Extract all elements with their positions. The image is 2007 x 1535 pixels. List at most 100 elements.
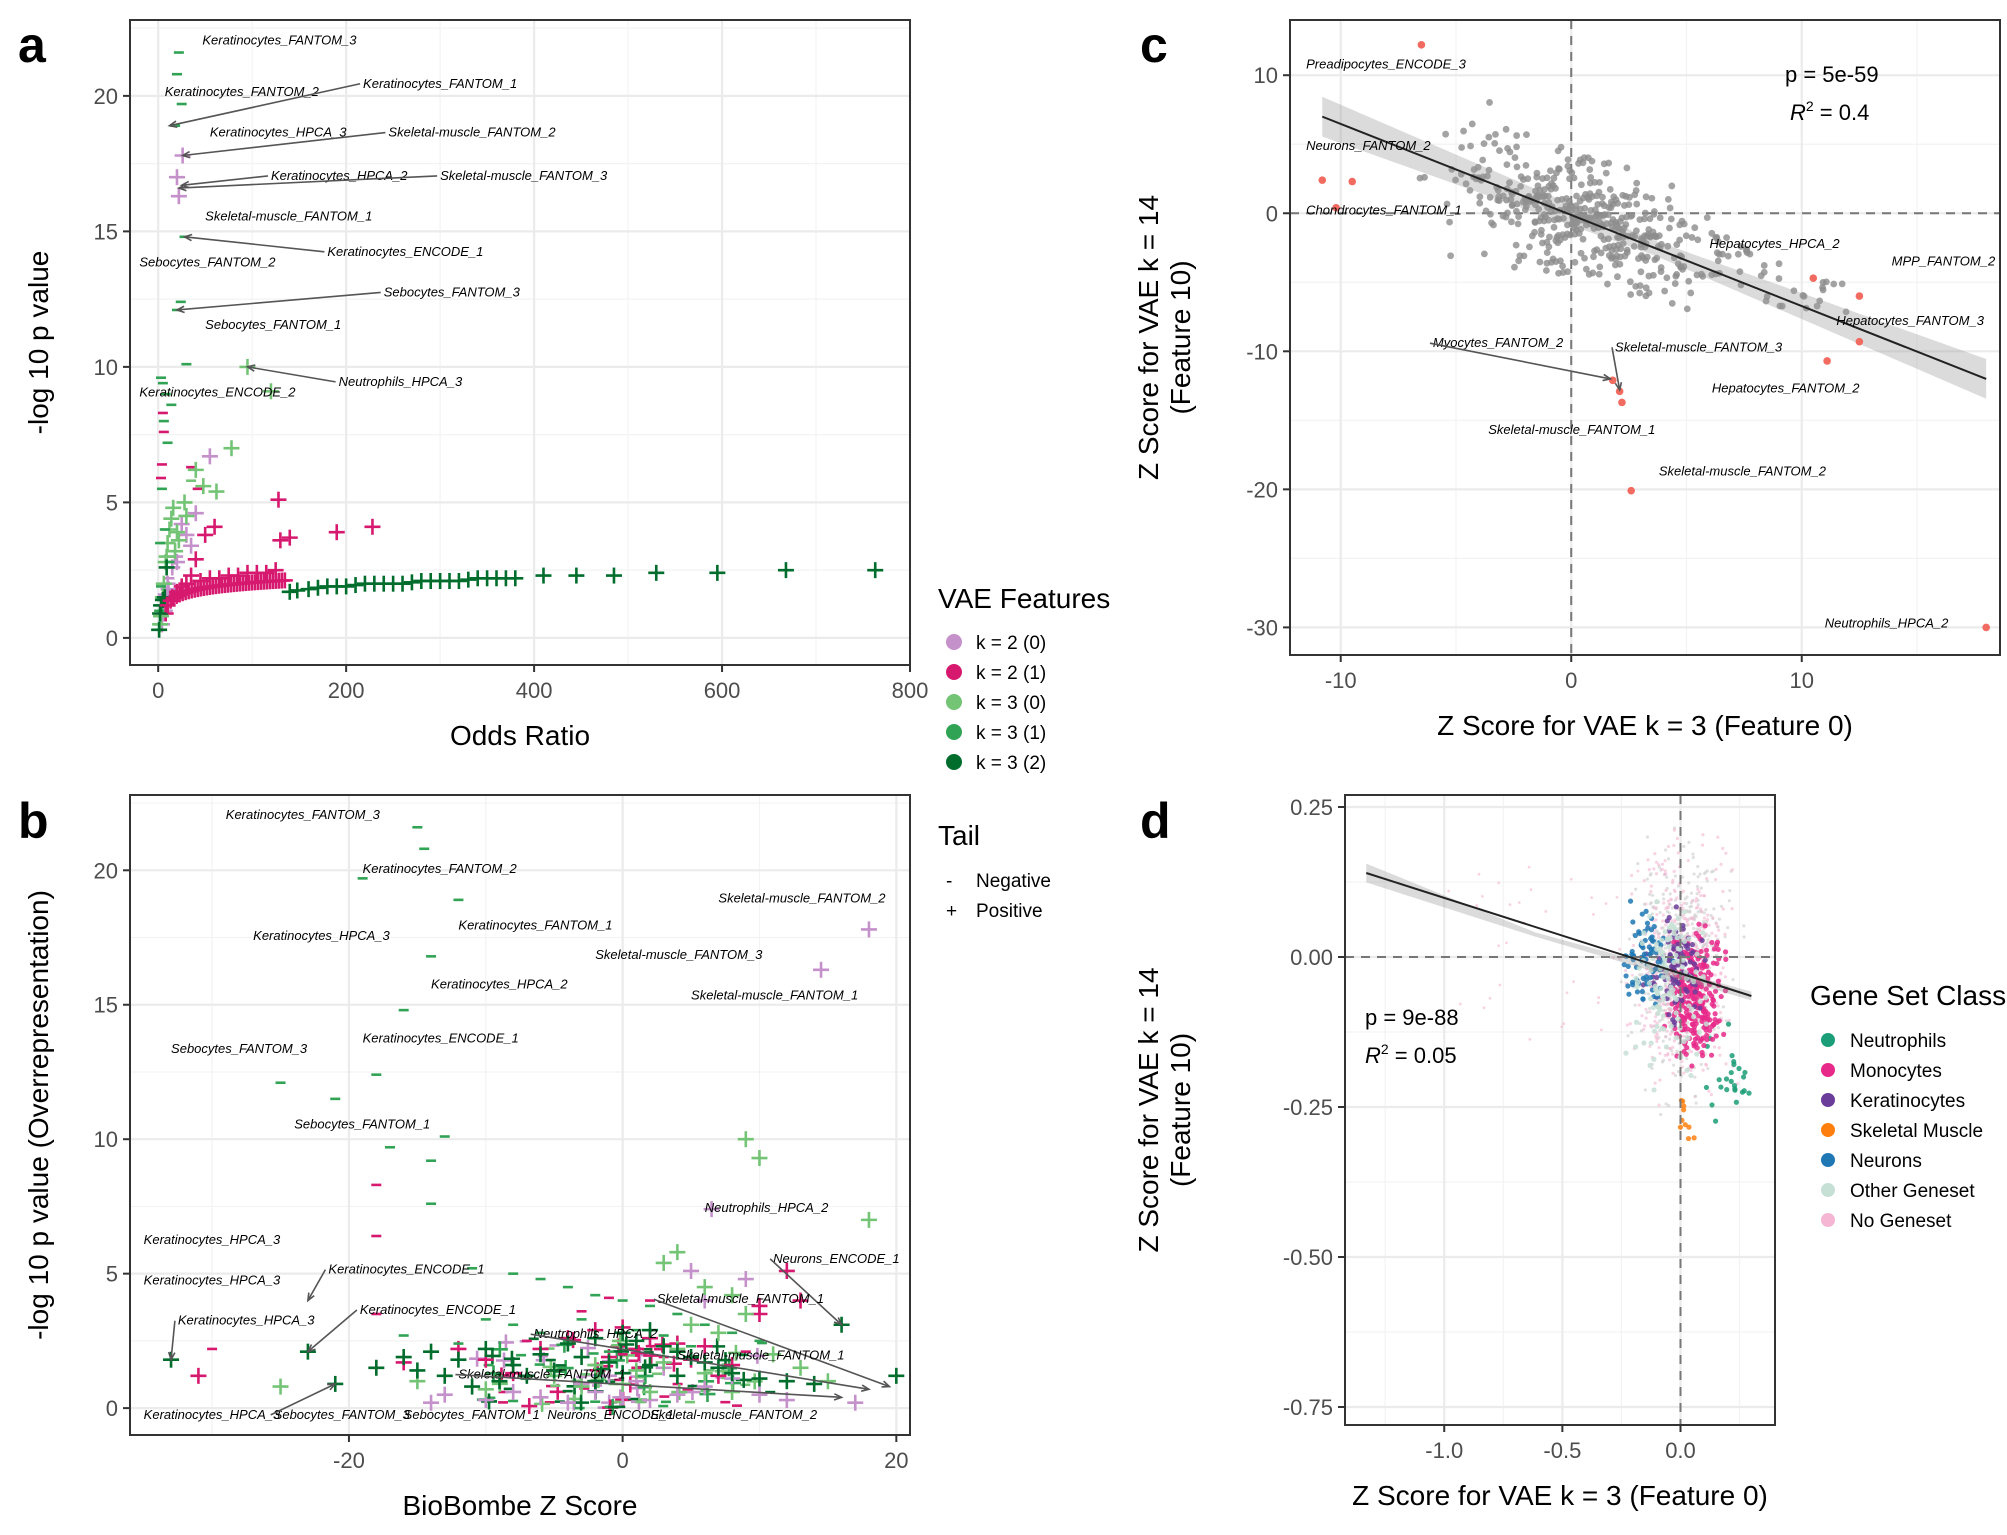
highlight-point: [1618, 398, 1626, 407]
class-point: [1654, 989, 1660, 995]
background-point: [1655, 1039, 1659, 1044]
background-point: [1505, 941, 1508, 945]
background-point: [1683, 305, 1691, 313]
background-point: [1589, 269, 1597, 277]
y-tick-label: -0.50: [1283, 1245, 1333, 1270]
background-point: [1667, 215, 1675, 223]
class-point: [1746, 1090, 1752, 1096]
background-point: [1598, 200, 1606, 208]
background-point: [1649, 890, 1653, 894]
class-point: [1691, 996, 1697, 1002]
background-point: [1531, 228, 1539, 236]
background-point: [1596, 1001, 1600, 1004]
background-point: [1657, 268, 1665, 275]
background-point: [1529, 888, 1533, 892]
background-point: [1666, 224, 1673, 232]
background-point: [1763, 293, 1771, 300]
background-point: [1591, 247, 1598, 255]
background-point: [1691, 934, 1695, 938]
class-point: [1682, 938, 1688, 944]
gene-legend-key: [1821, 1183, 1835, 1197]
x-tick-label: -1.0: [1425, 1438, 1463, 1463]
background-point: [1687, 881, 1691, 885]
plot-frame: [129, 19, 911, 666]
class-point: [1678, 933, 1684, 940]
background-point: [1610, 193, 1618, 201]
background-point: [1666, 1103, 1671, 1108]
point-annotation: Keratinocytes_HPCA_3: [210, 125, 347, 140]
background-point: [1704, 908, 1708, 912]
x-tick-label: 200: [328, 678, 365, 703]
point-annotation: Skeletal-muscle_FANTOM_1: [205, 209, 372, 224]
highlight-point: [1627, 486, 1635, 495]
background-point: [1517, 173, 1525, 181]
x-tick-label: 20: [884, 1448, 908, 1473]
background-point: [1517, 183, 1525, 190]
background-point: [1661, 1058, 1665, 1062]
background-point: [1708, 229, 1716, 237]
class-point: [1699, 937, 1705, 943]
background-point: [1688, 909, 1692, 913]
background-point: [1675, 836, 1680, 841]
background-point: [1591, 178, 1599, 186]
background-point: [1719, 250, 1726, 258]
background-point: [1508, 202, 1516, 210]
background-point: [1483, 172, 1491, 180]
background-point: [1480, 250, 1488, 258]
background-point: [1673, 874, 1677, 878]
background-point: [1563, 230, 1571, 238]
class-point: [1670, 944, 1677, 950]
annotation-arrowhead: [327, 1383, 338, 1391]
class-point: [1668, 1023, 1674, 1029]
class-point: [1675, 916, 1682, 922]
background-point: [1695, 927, 1699, 931]
background-point: [1565, 991, 1569, 995]
background-point: [1663, 946, 1668, 950]
background-point: [1709, 1093, 1713, 1097]
background-point: [1666, 899, 1670, 903]
background-point: [1522, 161, 1530, 169]
background-point: [1819, 286, 1827, 294]
background-point: [1724, 851, 1728, 855]
background-point: [1687, 289, 1695, 297]
vae-legend-label: k = 3 (0): [976, 693, 1046, 714]
annotation-arrowhead: [1602, 373, 1613, 382]
background-point: [1727, 899, 1731, 903]
class-point: [1697, 1038, 1703, 1044]
panel-b-chart: -20 0 20 0 5 10 15 20 BioBombe Z Score -log 10 p …: [23, 794, 911, 1521]
class-point: [1699, 1014, 1705, 1020]
class-point: [1718, 1084, 1724, 1090]
class-point: [1686, 936, 1692, 942]
point-annotation: Keratinocytes_HPCA_3: [144, 1272, 281, 1287]
background-point: [1711, 916, 1715, 920]
y-tick-label: -10: [1246, 339, 1278, 364]
panel-label-c: c: [1140, 17, 1168, 73]
background-point: [1631, 973, 1634, 977]
class-point: [1682, 1122, 1688, 1128]
background-point: [1721, 1005, 1726, 1009]
class-point: [1662, 929, 1668, 935]
class-point: [1667, 952, 1673, 958]
class-point: [1677, 1124, 1684, 1130]
background-point: [1645, 877, 1649, 881]
class-point: [1637, 930, 1643, 937]
point-annotation: Chondrocytes_FANTOM_1: [1306, 203, 1462, 218]
background-point: [1694, 1101, 1698, 1105]
background-point: [1699, 893, 1703, 898]
class-point: [1680, 922, 1686, 929]
background-point: [1694, 236, 1702, 244]
background-point: [1619, 191, 1627, 199]
gene-legend-label: No Geneset: [1850, 1211, 1952, 1232]
background-point: [1721, 907, 1725, 911]
background-point: [1671, 878, 1675, 882]
highlight-point: [1855, 292, 1864, 300]
class-point: [1724, 1087, 1730, 1093]
class-point: [1673, 977, 1679, 983]
background-point: [1579, 235, 1587, 243]
class-point: [1693, 1041, 1699, 1048]
class-point: [1656, 998, 1663, 1004]
annotation-arrow: [182, 131, 386, 157]
class-point: [1682, 986, 1689, 992]
y-tick-label: 10: [1254, 63, 1278, 88]
background-point: [1633, 179, 1641, 187]
